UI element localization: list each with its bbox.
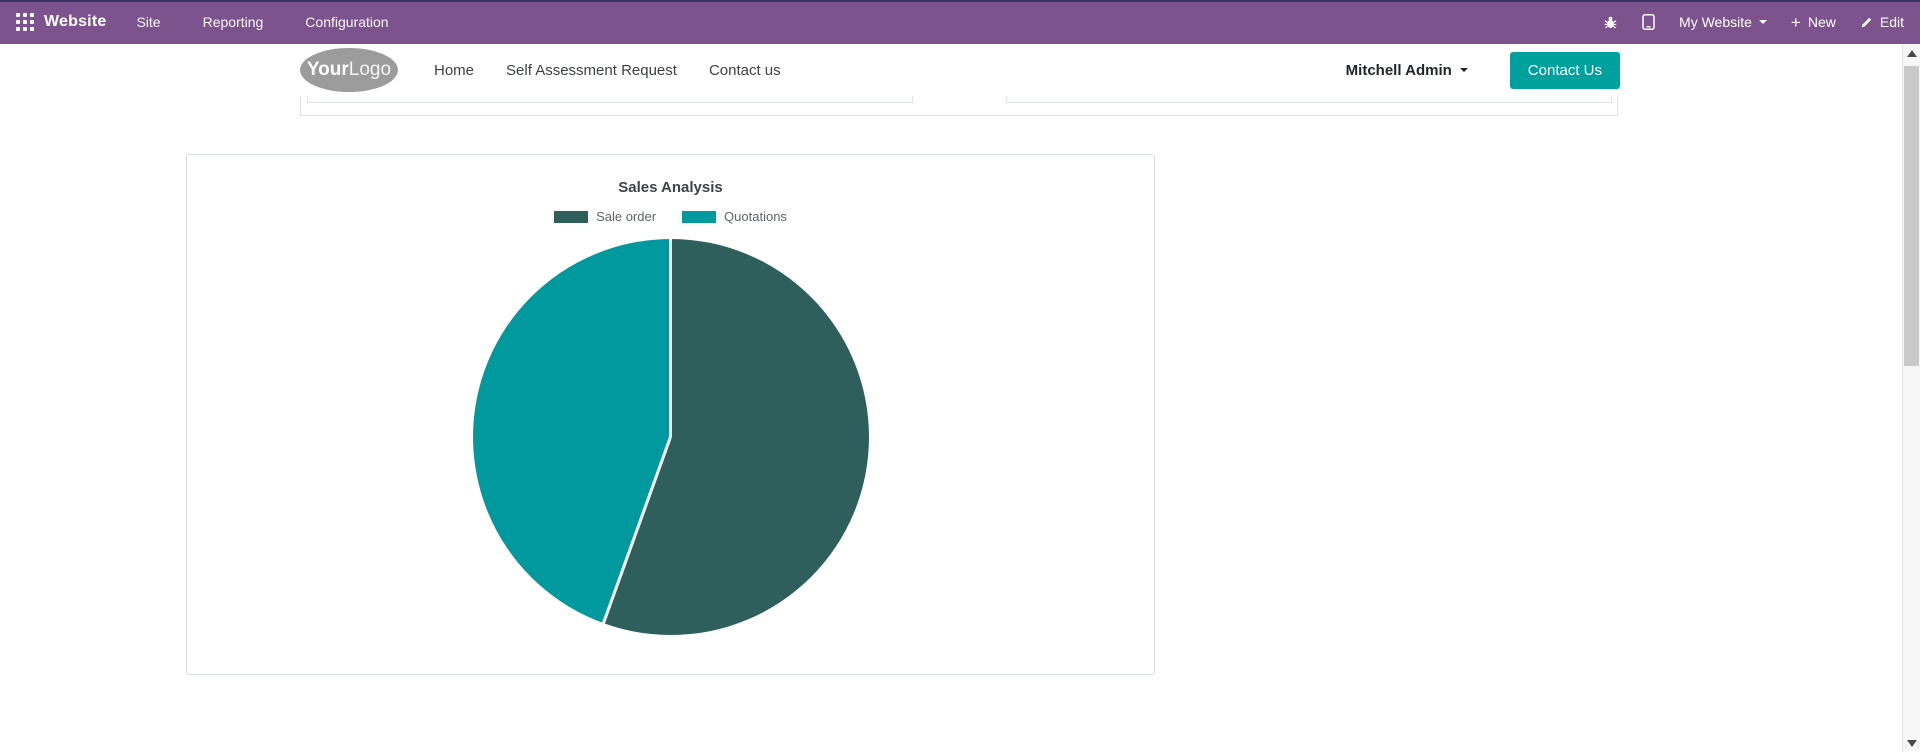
- new-button[interactable]: + New: [1791, 14, 1836, 31]
- scroll-up-icon: [1906, 49, 1917, 57]
- menu-configuration[interactable]: Configuration: [305, 14, 389, 30]
- legend-item-sale-order[interactable]: Sale order: [554, 209, 656, 224]
- website-header: Your Logo Home Self Assessment Request Co…: [0, 44, 1920, 96]
- scrollbar-thumb[interactable]: [1904, 66, 1919, 366]
- app-title[interactable]: Website: [44, 13, 107, 30]
- website-switcher-label: My Website: [1679, 14, 1752, 30]
- topbar-right: My Website + New Edit: [1603, 14, 1904, 31]
- menu-site[interactable]: Site: [136, 14, 161, 30]
- legend-label: Quotations: [724, 209, 787, 224]
- pie-chart[interactable]: [472, 239, 869, 635]
- page-content: Sales Analysis Sale order Quotations: [0, 7, 1902, 752]
- apps-grid-icon[interactable]: [16, 13, 34, 31]
- logo-text-bold: Your: [306, 59, 349, 80]
- chart-legend: Sale order Quotations: [187, 209, 1154, 224]
- scroll-down-icon: [1906, 739, 1917, 747]
- mobile-preview-icon[interactable]: [1642, 14, 1655, 30]
- plus-icon: +: [1790, 12, 1801, 32]
- logo-text-light: Logo: [348, 59, 392, 80]
- nav-contact-us[interactable]: Contact us: [708, 61, 781, 79]
- pie-divider: [669, 239, 672, 437]
- pencil-icon: [1860, 16, 1873, 29]
- legend-label: Sale order: [596, 209, 657, 224]
- sales-analysis-card: Sales Analysis Sale order Quotations: [186, 154, 1155, 675]
- odoo-topbar: Website Site Reporting Configuration: [0, 0, 1920, 44]
- new-button-label: New: [1807, 14, 1836, 30]
- nav-self-assessment-request[interactable]: Self Assessment Request: [506, 61, 677, 79]
- debug-bug-icon[interactable]: [1603, 15, 1618, 30]
- legend-item-quotations[interactable]: Quotations: [682, 209, 787, 224]
- edit-button[interactable]: Edit: [1860, 14, 1904, 30]
- nav-home[interactable]: Home: [434, 61, 475, 79]
- menu-reporting[interactable]: Reporting: [202, 14, 264, 30]
- window-top-edge: [0, 0, 1920, 2]
- chart-title: Sales Analysis: [618, 179, 723, 196]
- site-logo[interactable]: Your Logo: [300, 48, 398, 92]
- scroll-down-button[interactable]: [1903, 734, 1920, 752]
- chevron-down-icon: [1459, 68, 1468, 72]
- scroll-up-button[interactable]: [1903, 44, 1920, 62]
- apps-menu-toggle[interactable]: Website: [16, 13, 106, 31]
- legend-swatch: [682, 210, 717, 223]
- user-name: Mitchell Admin: [1345, 61, 1452, 79]
- site-nav: Home Self Assessment Request Contact us: [430, 56, 785, 85]
- user-menu[interactable]: Mitchell Admin: [1346, 62, 1468, 79]
- legend-swatch: [554, 210, 589, 223]
- edit-button-label: Edit: [1879, 14, 1904, 30]
- scrollbar[interactable]: [1902, 44, 1920, 752]
- topbar-menus: Site Reporting Configuration: [134, 10, 390, 34]
- website-switcher[interactable]: My Website: [1679, 14, 1767, 30]
- contact-us-button[interactable]: Contact Us: [1509, 51, 1620, 89]
- chevron-down-icon: [1758, 20, 1767, 24]
